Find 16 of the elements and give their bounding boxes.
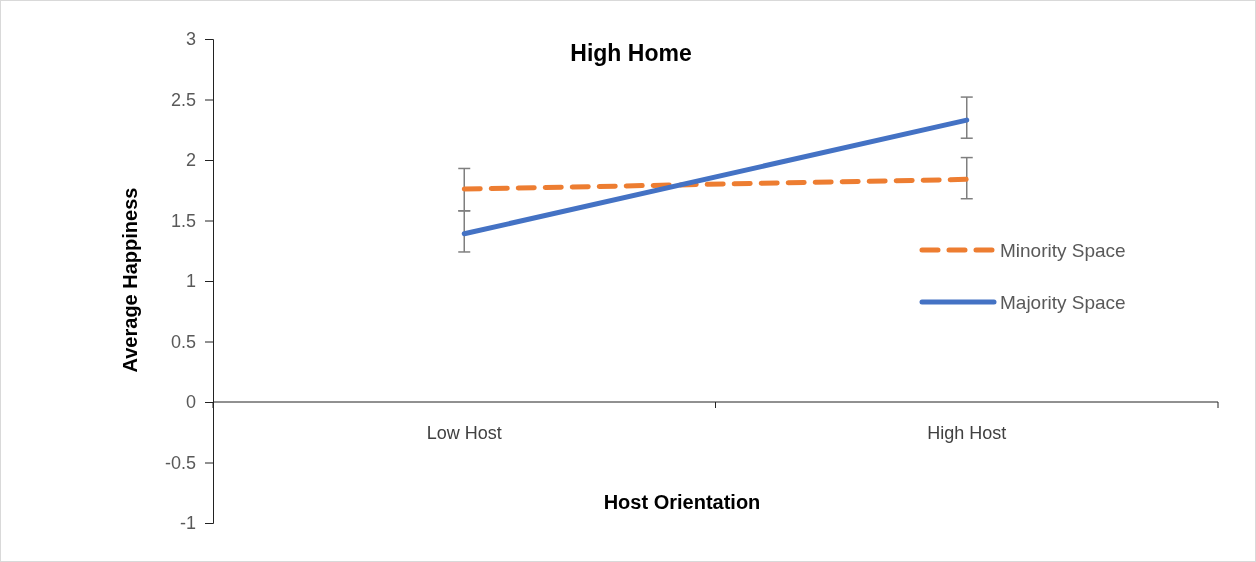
- y-tick-label: 3: [185, 29, 196, 50]
- y-tick-label: 0.5: [170, 331, 196, 352]
- legend-label: Majority Space: [1000, 292, 1126, 313]
- y-tick-label: 1: [185, 271, 196, 292]
- x-tick-label: Low Host: [426, 423, 502, 443]
- y-tick-label: 2.5: [170, 89, 196, 110]
- y-tick-label: -0.5: [164, 452, 196, 473]
- legend-label: Minority Space: [1000, 240, 1126, 261]
- y-tick-label: 1.5: [170, 210, 196, 231]
- x-axis-title: Host Orientation: [603, 491, 761, 513]
- chart-title: High Home: [570, 40, 692, 66]
- x-tick-label: High Host: [927, 423, 1007, 443]
- y-tick-label: 0: [185, 392, 196, 413]
- y-tick-label: 2: [185, 150, 196, 171]
- y-tick-label: -1: [179, 513, 196, 534]
- y-axis-title: Average Happiness: [119, 187, 141, 373]
